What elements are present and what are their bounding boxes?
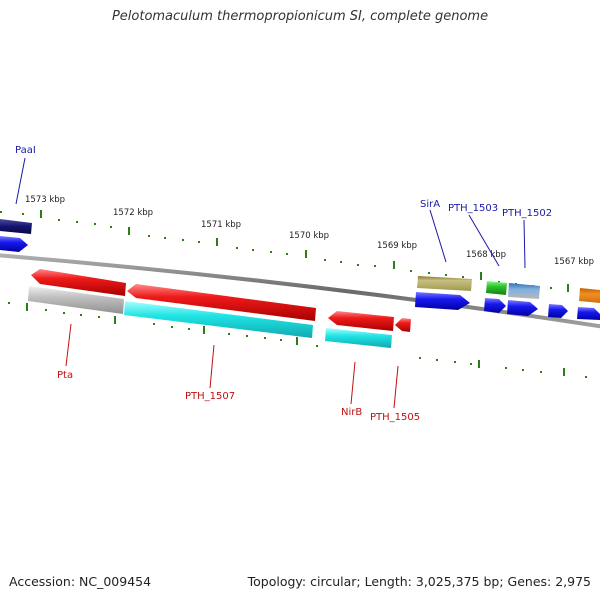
gene-paai[interactable] bbox=[0, 219, 32, 234]
leader-nirb bbox=[350, 361, 356, 405]
kbp-label: 1568 kbp bbox=[466, 250, 506, 260]
gene-pth-1502[interactable] bbox=[508, 283, 540, 299]
leader-pta bbox=[65, 323, 72, 367]
gene-label-pth-1503: PTH_1503 bbox=[448, 203, 498, 214]
gene-forward-orange[interactable] bbox=[579, 288, 600, 303]
gene-reverse-gray[interactable] bbox=[28, 286, 124, 314]
gene-pth-1505[interactable] bbox=[395, 318, 411, 332]
leader-paai bbox=[15, 157, 26, 205]
gene-forward-blue[interactable] bbox=[577, 307, 600, 320]
accession-text: Accession: NC_009454 bbox=[9, 574, 152, 589]
reverse-genes bbox=[28, 269, 411, 348]
gene-label-pth-1505: PTH_1505 bbox=[370, 412, 420, 423]
gene-reverse-cyan[interactable] bbox=[325, 328, 392, 348]
leader-sira bbox=[429, 209, 447, 263]
kbp-label: 1569 kbp bbox=[377, 241, 417, 251]
genome-stats-text: Topology: circular; Length: 3,025,375 bp… bbox=[247, 574, 591, 589]
gene-forward-blue[interactable] bbox=[484, 298, 506, 313]
kbp-label: 1570 kbp bbox=[289, 231, 329, 241]
kbp-label: 1572 kbp bbox=[113, 208, 153, 218]
gene-label-pth-1507: PTH_1507 bbox=[185, 391, 235, 402]
leader-pth-1505 bbox=[393, 365, 399, 409]
gene-forward-blue[interactable] bbox=[507, 300, 538, 316]
leader-pth-1507 bbox=[209, 344, 215, 389]
gene-reverse-cyan[interactable] bbox=[124, 301, 313, 338]
gene-label-nirb: NirB bbox=[341, 407, 362, 418]
gene-pta[interactable] bbox=[31, 269, 126, 296]
gene-forward-blue[interactable] bbox=[0, 236, 28, 252]
gene-pth-1503[interactable] bbox=[486, 281, 507, 295]
gene-pth-1507[interactable] bbox=[127, 284, 316, 321]
leader-pth-1503 bbox=[468, 214, 500, 267]
kbp-label: 1571 kbp bbox=[201, 220, 241, 230]
kbp-label: 1567 kbp bbox=[554, 257, 594, 267]
kbp-label: 1573 kbp bbox=[25, 195, 65, 205]
gene-label-pth-1502: PTH_1502 bbox=[502, 208, 552, 219]
gene-label-paai: PaaI bbox=[15, 145, 36, 156]
map-title: Pelotomaculum thermopropionicum SI, comp… bbox=[111, 9, 489, 24]
gene-forward-blue[interactable] bbox=[415, 292, 470, 310]
gene-forward-blue[interactable] bbox=[548, 304, 568, 318]
gene-label-sira: SirA bbox=[420, 199, 440, 210]
gene-label-pta: Pta bbox=[57, 370, 73, 381]
gene-nirb[interactable] bbox=[328, 311, 394, 331]
forward-genes bbox=[0, 219, 600, 320]
gene-sira[interactable] bbox=[417, 276, 472, 291]
leader-pth-1502 bbox=[523, 219, 526, 269]
ruler-lower bbox=[8, 302, 587, 378]
